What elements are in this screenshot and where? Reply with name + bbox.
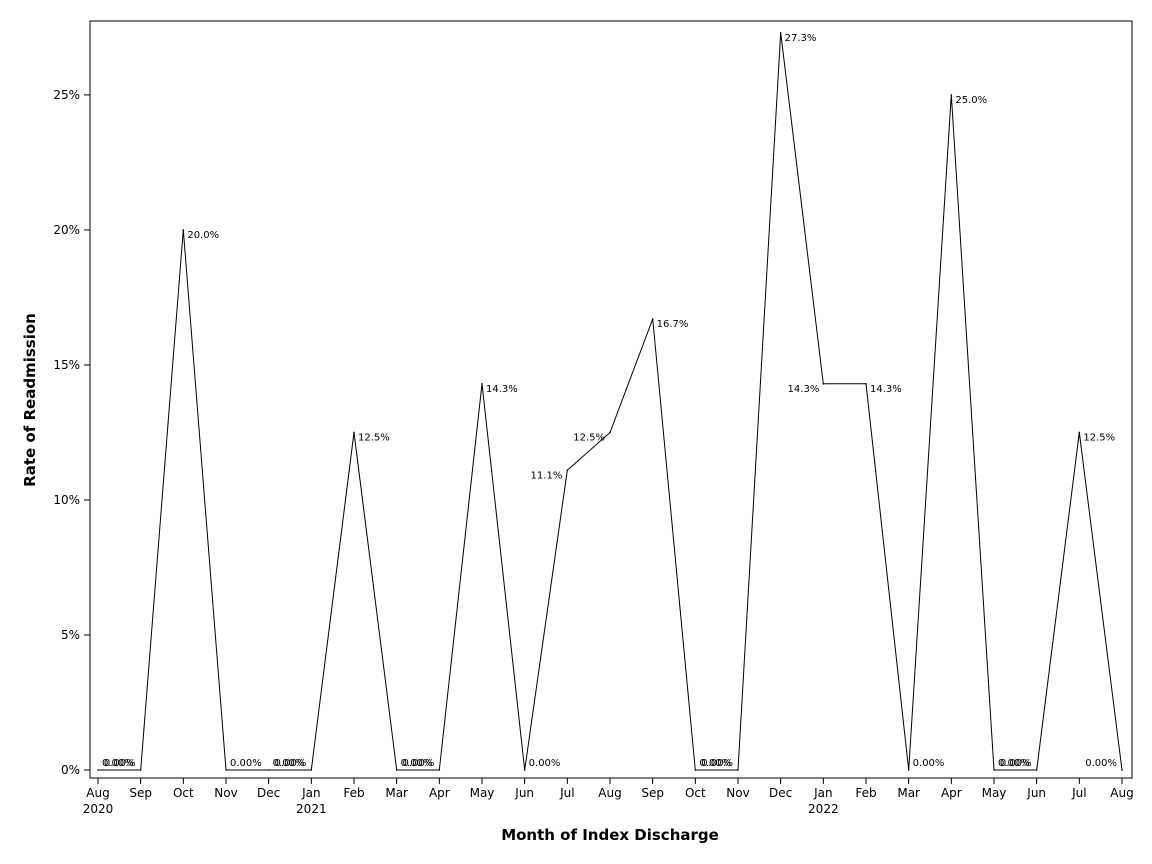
data-point [395,769,398,771]
y-tick-label: 15% [53,358,80,372]
data-point [737,769,739,771]
data-label: 0.00% [913,758,945,769]
x-tick-label: Jul [559,786,574,800]
x-tick-label: Mar [385,786,408,800]
data-point [353,431,355,434]
data-label: 0.00% [230,758,262,769]
data-point [779,32,782,34]
x-tick-label: Nov [726,786,749,800]
data-point [438,769,441,771]
data-point [310,769,313,771]
data-label: 20.0% [187,230,219,241]
data-label: 0.00% [998,758,1030,769]
x-axis: Aug 2020 Sep Oct Nov Dec Jan 2021 Feb Mar Apr May Ju… [83,778,1134,816]
y-tick-label: 0% [61,763,80,777]
data-label: 0.00% [403,758,435,769]
data-labels-layer: 0.00% 0.00% 20.0% 0.00% 0.00% 0.00% 12.5% 0.00%… [102,33,1117,769]
data-label: 0.00% [102,758,134,769]
data-label: 14.3% [870,384,902,395]
data-label: 0.00% [701,758,733,769]
data-point [651,318,654,320]
data-point [822,383,825,385]
data-label: 0.00% [699,758,731,769]
data-label: 11.1% [531,470,563,481]
data-point [182,229,185,231]
x-tick-label: Jun [514,786,534,800]
x-tick-label: Feb [343,786,364,800]
y-tick-label: 20% [53,223,80,237]
data-point [1035,769,1038,771]
x-tick-label: Dec [769,786,792,800]
data-point [1078,431,1081,434]
data-label: 0.00% [401,758,433,769]
data-point [139,769,142,771]
data-label: 0.00% [1085,758,1117,769]
x-year-label: 2020 [83,802,114,816]
data-label: 16.7% [657,319,689,330]
data-label: 12.5% [358,432,390,443]
x-tick-label: Aug [1110,786,1133,800]
x-tick-label: Nov [214,786,237,800]
data-label: 27.3% [785,33,817,44]
x-tick-label: May [470,786,495,800]
x-year-label: 2022 [808,802,839,816]
plot-frame [89,20,1133,779]
data-point [225,769,227,771]
x-tick-label: Aug [86,786,109,800]
x-tick-label: May [982,786,1007,800]
data-label: 14.3% [788,384,820,395]
x-year-label: 2021 [296,802,327,816]
x-tick-label: Apr [429,786,450,800]
x-tick-label: Dec [257,786,280,800]
x-tick-label: Mar [897,786,920,800]
data-point [694,769,697,771]
data-label: 0.00% [273,758,305,769]
data-point [865,383,867,385]
data-label: 0.00% [529,758,561,769]
y-tick-label: 5% [61,628,80,642]
x-tick-label: Jun [1026,786,1046,800]
y-tick-label: 25% [53,88,80,102]
data-point [1121,769,1123,771]
data-point [950,94,953,96]
x-tick-label: Aug [598,786,621,800]
y-axis-title: Rate of Readmission [21,313,39,487]
series-line [98,32,1123,771]
data-point [97,769,99,771]
data-point [907,769,910,771]
x-tick-label: Jul [1071,786,1086,800]
data-label: 12.5% [573,432,605,443]
y-tick-label: 10% [53,493,80,507]
x-tick-label: Apr [941,786,962,800]
x-tick-label: Jan [813,786,833,800]
data-point [609,431,611,434]
x-tick-label: Feb [855,786,876,800]
x-tick-label: Jan [301,786,321,800]
data-label: 12.5% [1083,432,1115,443]
x-axis-title: Month of Index Discharge [501,826,719,844]
data-label: 14.3% [486,384,518,395]
data-label: 0.00% [275,758,307,769]
x-tick-label: Oct [173,786,194,800]
data-point [481,383,483,385]
x-tick-label: Oct [685,786,706,800]
data-point [993,769,995,771]
data-point [566,469,569,472]
data-point [267,769,270,771]
data-label: 25.0% [955,95,987,106]
x-tick-label: Sep [641,786,664,800]
y-axis: 0% 5% 10% 15% 20% 25% [53,88,90,777]
data-point [523,769,526,771]
data-label: 0.00% [1000,758,1032,769]
x-tick-label: Sep [129,786,152,800]
series-layer [97,32,1123,771]
data-label: 0.00% [104,758,136,769]
